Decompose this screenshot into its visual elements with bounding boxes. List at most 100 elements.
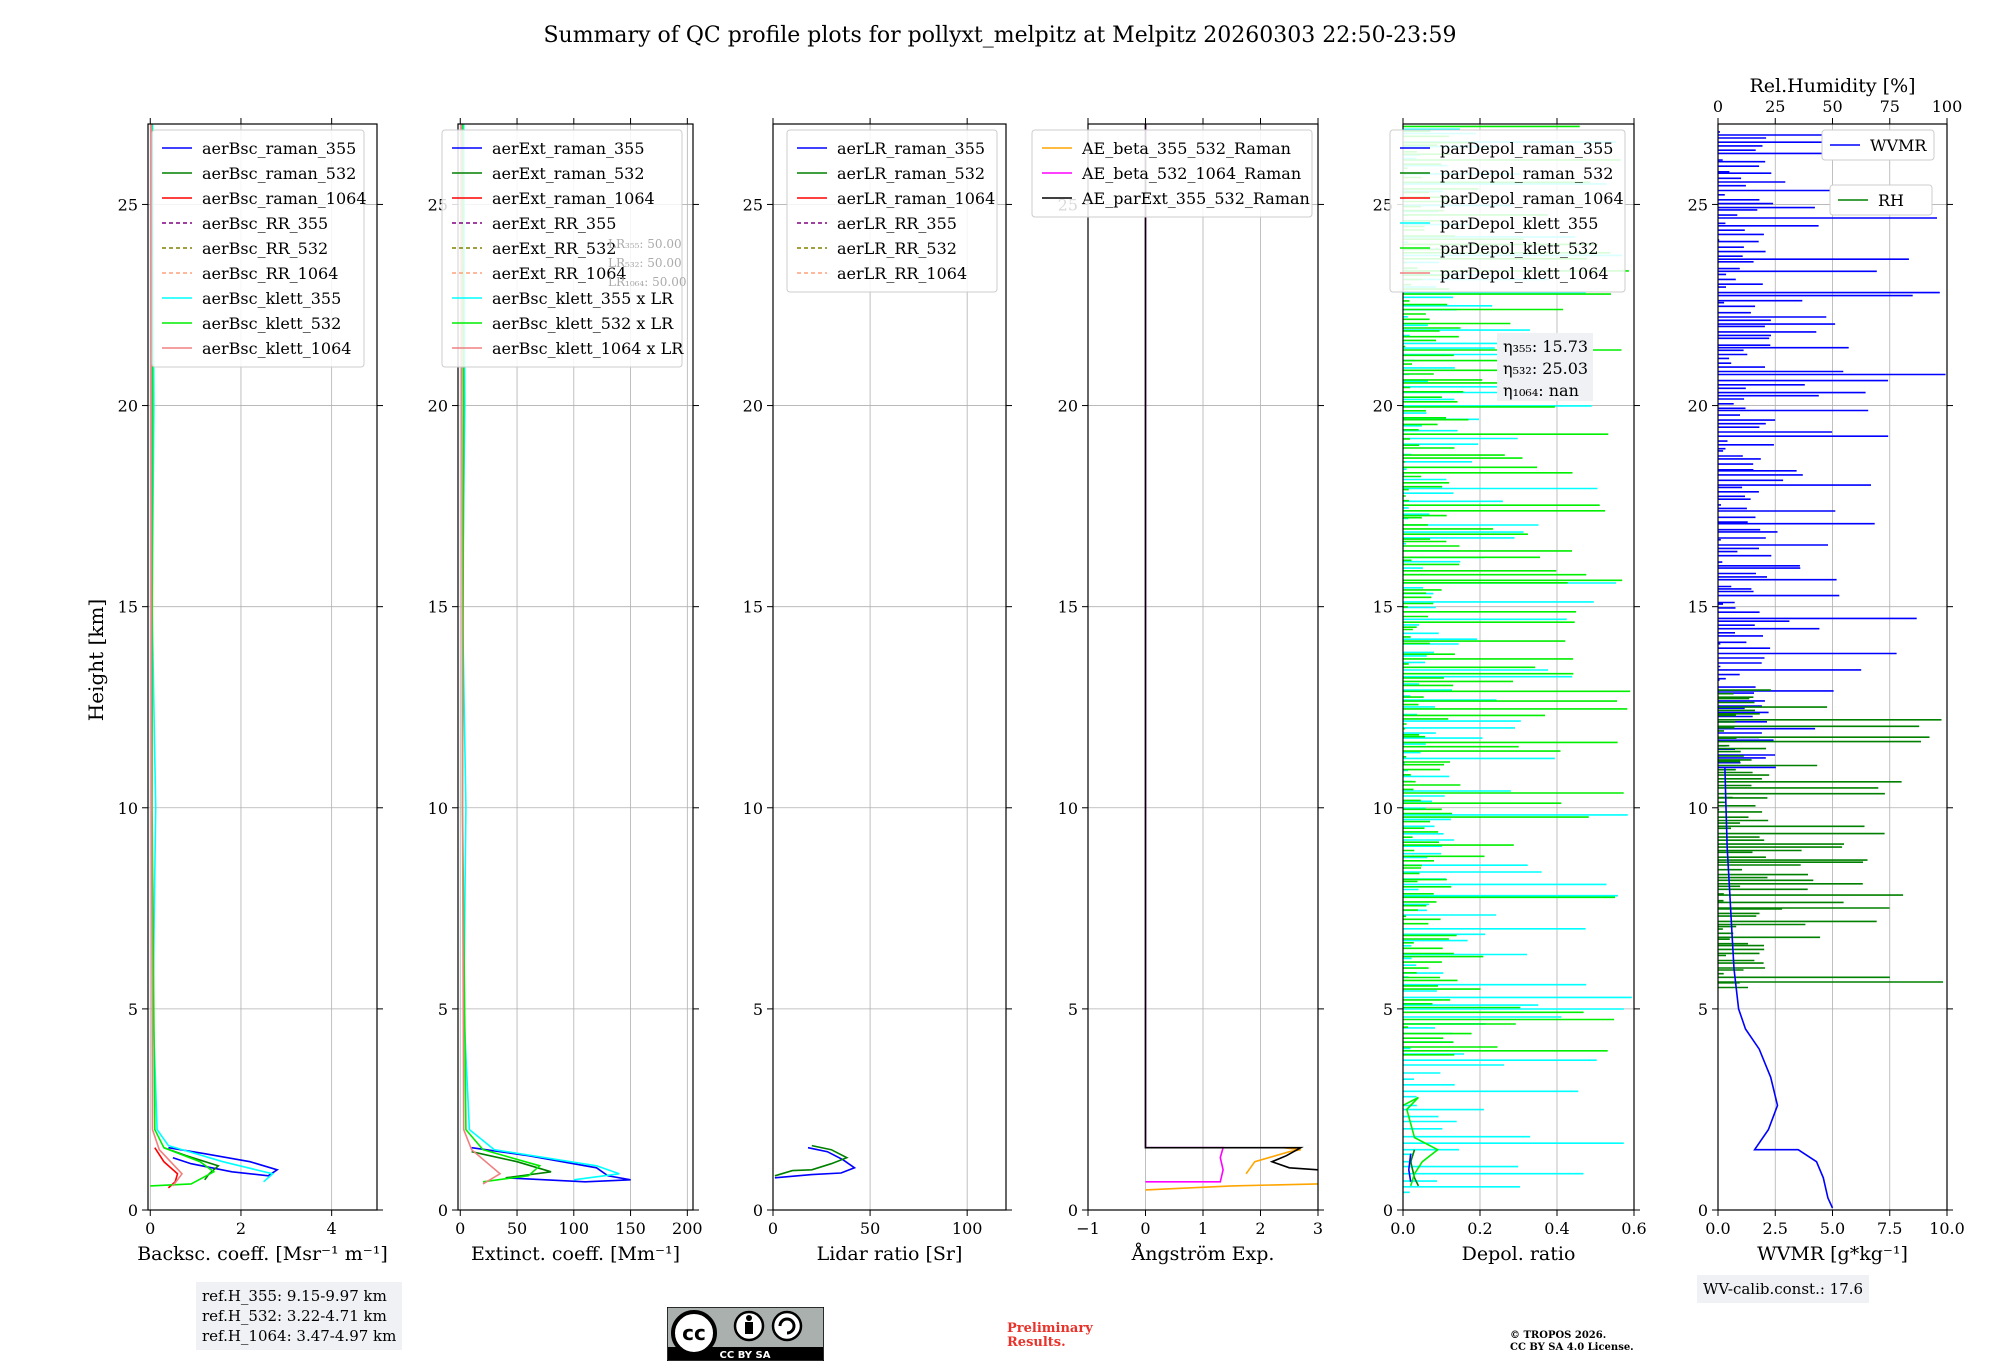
x-tick-label: 7.5	[1877, 1219, 1902, 1238]
y-tick-label: 20	[428, 397, 448, 416]
legend-label: parDepol_raman_1064	[1440, 189, 1624, 208]
y-tick-label: 15	[1058, 598, 1078, 617]
legend-box	[441, 129, 683, 368]
y-tick-label: 0	[1383, 1201, 1393, 1220]
depol-calib-annotation: η₁₀₆₄: nan	[1503, 381, 1579, 400]
panel-depol: 0.0 0.2 0.4 0.6 0 5 10 15 20 25 Depol. ratio parDep…	[1373, 118, 1647, 1265]
legend: WVMR RH	[1821, 129, 1935, 216]
series-aerBsc_klett_1064	[150, 124, 184, 1187]
legend-label: aerBsc_RR_355	[202, 214, 328, 233]
x-tick-label: −1	[1076, 1219, 1100, 1238]
legend-box	[1031, 129, 1313, 218]
lidar-ratio-annotation: LR₃₅₅: 50.00	[608, 237, 682, 251]
y-tick-label: 5	[438, 1000, 448, 1019]
panel-lidarratio: 0 50 100 0 5 10 15 20 25 Lidar ratio [Sr] aerLR_ra…	[743, 118, 1012, 1265]
legend-label: RH	[1878, 191, 1904, 210]
series-WVMR	[1724, 767, 1834, 1209]
y-tick-label: 15	[1373, 598, 1393, 617]
lidar-ratio-annotation: LR₁₀₆₄: 50.00	[608, 275, 686, 289]
series-aerBsc_raman_355	[168, 1146, 280, 1177]
legend-box	[151, 129, 365, 368]
x-tick-label: 0	[455, 1219, 465, 1238]
y-tick-label: 10	[1688, 799, 1708, 818]
y-tick-label: 25	[118, 195, 138, 214]
x-tick-label: 0	[1140, 1219, 1150, 1238]
legend-label: aerBsc_klett_532	[202, 314, 341, 333]
legend-box	[1829, 184, 1933, 216]
legend-label: AE_beta_355_532_Raman	[1081, 139, 1291, 158]
legend-label: aerBsc_klett_355 x LR	[492, 289, 674, 308]
plot-area	[1144, 124, 1318, 1191]
legend-label: aerBsc_RR_1064	[202, 264, 338, 283]
top-x-tick-label: 0	[1713, 97, 1723, 116]
x-tick-label: 0	[768, 1219, 778, 1238]
legend-label: aerLR_raman_355	[837, 139, 985, 158]
y-tick-label: 20	[743, 397, 763, 416]
x-tick-label: 100	[559, 1219, 590, 1238]
top-x-tick-label: 75	[1880, 97, 1900, 116]
x-tick-label: 0.4	[1544, 1219, 1569, 1238]
legend-label: aerLR_RR_1064	[837, 264, 967, 283]
x-tick-label: 2.5	[1763, 1219, 1788, 1238]
x-tick-label: 1	[1198, 1219, 1208, 1238]
legend: aerLR_raman_355 aerLR_raman_532 aerLR_rama…	[786, 129, 998, 293]
x-tick-label: 0	[145, 1219, 155, 1238]
panel-backscatter: 0 2 4 0 5 10 15 20 25 Backsc. coeff. [Msr⁻¹ m⁻¹] a…	[118, 118, 388, 1265]
y-tick-label: 25	[743, 195, 763, 214]
y-axis-label: Height [km]	[84, 599, 108, 721]
copyright-note: © TROPOS 2026. CC BY SA 4.0 License.	[1510, 1330, 1710, 1354]
ref-height-1064: ref.H_1064: 3.47-4.97 km	[202, 1327, 397, 1345]
plot-area	[1718, 126, 1946, 1209]
legend-label: aerBsc_klett_355	[202, 289, 341, 308]
legend-label: aerBsc_raman_355	[202, 139, 356, 158]
legend-label: aerLR_RR_532	[837, 239, 957, 258]
x-tick-label: 200	[672, 1219, 703, 1238]
y-tick-label: 0	[753, 1201, 763, 1220]
plot-area	[150, 124, 280, 1189]
axes-frame	[147, 123, 378, 1211]
x-tick-label: 3	[1313, 1219, 1323, 1238]
depol-calib-annotation: η₃₅₅: 15.73	[1503, 337, 1588, 356]
y-tick-label: 15	[428, 598, 448, 617]
x-axis-label: WVMR [g*kg⁻¹]	[1757, 1243, 1908, 1265]
series-AE_beta_355_532_Raman	[1145, 1183, 1318, 1191]
y-tick-label: 25	[1373, 195, 1393, 214]
figure-title: Summary of QC profile plots for pollyxt_…	[543, 23, 1456, 48]
legend-label: WVMR	[1870, 136, 1927, 155]
legend-label: aerBsc_klett_1064 x LR	[492, 339, 684, 358]
legend-label: aerExt_raman_1064	[492, 189, 655, 208]
series-AE_parExt_355_532_Raman	[1144, 124, 1318, 1171]
legend: aerBsc_raman_355 aerBsc_raman_532 aerBsc_r…	[151, 129, 367, 368]
top-x-tick-label: 100	[1932, 97, 1963, 116]
legend: AE_beta_355_532_Raman AE_beta_532_1064_Ra…	[1031, 129, 1313, 218]
series-parDepol_raman_355	[1407, 1153, 1412, 1182]
legend-label: aerBsc_klett_532 x LR	[492, 314, 674, 333]
y-tick-label: 0	[438, 1201, 448, 1220]
y-tick-label: 25	[1688, 195, 1708, 214]
ref-height-532: ref.H_532: 3.22-4.71 km	[202, 1307, 387, 1325]
legend-label: aerBsc_klett_1064	[202, 339, 351, 358]
x-tick-label: 2	[1255, 1219, 1265, 1238]
y-tick-label: 20	[118, 397, 138, 416]
y-tick-label: 10	[1373, 799, 1393, 818]
series-RH	[1718, 689, 1944, 989]
legend-label: aerExt_raman_355	[492, 139, 645, 158]
y-tick-label: 5	[1698, 1000, 1708, 1019]
x-tick-label: 0.6	[1621, 1219, 1646, 1238]
y-tick-label: 0	[1068, 1201, 1078, 1220]
series-aerExt_raman_532	[471, 1150, 552, 1179]
legend-label: aerBsc_RR_532	[202, 239, 328, 258]
svg-text:cc: cc	[682, 1321, 706, 1345]
y-tick-label: 10	[743, 799, 763, 818]
series-AE_beta_532_1064_Raman	[1144, 124, 1225, 1183]
x-tick-label: 0.0	[1705, 1219, 1730, 1238]
series-parDepol_raman_532	[1409, 1149, 1420, 1187]
series-aerLR_raman_355	[774, 1146, 857, 1179]
x-tick-label: 4	[327, 1219, 337, 1238]
legend-label: aerExt_RR_355	[492, 214, 616, 233]
legend-box	[1821, 129, 1935, 161]
series-aerLR_raman_532	[774, 1144, 849, 1177]
legend-label: parDepol_klett_1064	[1440, 264, 1609, 283]
legend: parDepol_raman_355 parDepol_raman_532 parD…	[1389, 129, 1626, 293]
